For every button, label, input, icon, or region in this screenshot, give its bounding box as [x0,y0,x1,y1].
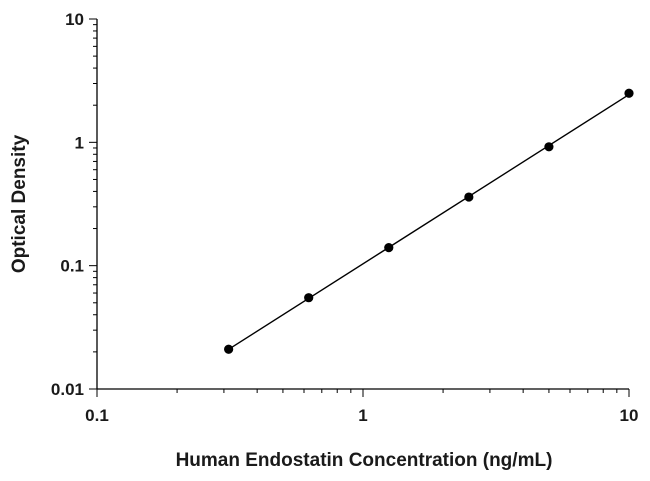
data-point [464,192,474,202]
y-tick-label: 1 [75,133,84,152]
data-point [304,293,314,303]
fit-line [228,93,630,350]
data-point [224,344,234,354]
ticks [89,18,630,397]
data-points [224,88,634,354]
data-point [384,243,394,253]
x-tick-label: 0.1 [85,406,109,425]
x-axis-label: Human Endostatin Concentration (ng/mL) [176,450,553,471]
data-point [624,88,634,98]
y-tick-label: 10 [65,10,84,29]
y-axis-label: Optical Density [9,134,30,273]
x-tick-label: 1 [358,406,367,425]
fit-line-group [228,93,630,350]
y-tick-label: 0.01 [51,380,84,399]
axes [96,19,629,390]
data-point [544,142,554,152]
y-tick-label: 0.1 [60,257,84,276]
x-tick-label: 10 [620,406,639,425]
